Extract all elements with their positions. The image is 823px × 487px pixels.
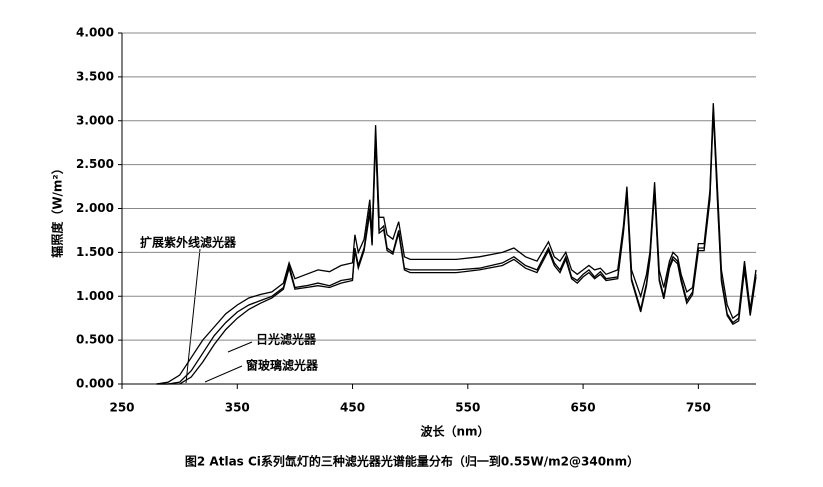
series-line xyxy=(156,107,757,385)
y-tick-label: 0.500 xyxy=(76,333,114,347)
y-tick-label: 2.000 xyxy=(76,201,114,215)
x-tick-label: 550 xyxy=(455,401,480,415)
y-tick-label: 3.000 xyxy=(76,113,114,127)
x-tick-label: 450 xyxy=(340,401,365,415)
y-tick-label: 3.500 xyxy=(76,69,114,83)
caption: 图2 Atlas Ci系列氙灯的三种滤光器光谱能量分布（归一到0.55W/m2@… xyxy=(185,454,639,469)
series-label: 窗玻璃滤光器 xyxy=(246,358,319,373)
x-tick-label: 350 xyxy=(225,401,250,415)
leader-line xyxy=(185,248,201,384)
x-axis-label: 波长（nm） xyxy=(420,424,489,439)
y-tick-label: 0.000 xyxy=(76,377,114,391)
x-tick-label: 250 xyxy=(109,401,134,415)
series-label: 扩展紫外线滤光器 xyxy=(140,235,237,250)
series-line xyxy=(156,111,757,385)
y-tick-label: 4.000 xyxy=(76,26,114,40)
x-tick-label: 750 xyxy=(686,401,711,415)
leader-line xyxy=(204,365,243,383)
y-tick-label: 2.500 xyxy=(76,157,114,171)
y-tick-label: 1.500 xyxy=(76,245,114,259)
y-axis-label: 辐照度（W/m²） xyxy=(50,162,65,257)
y-tick-label: 1.000 xyxy=(76,289,114,303)
leader-line xyxy=(227,341,253,353)
series-line xyxy=(156,103,757,385)
series-label: 日光滤光器 xyxy=(256,332,317,347)
x-tick-label: 650 xyxy=(571,401,596,415)
